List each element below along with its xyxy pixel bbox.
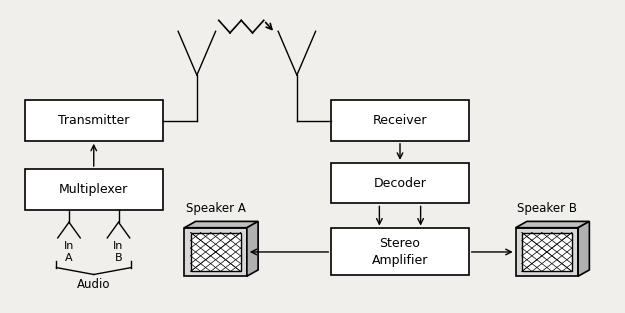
Bar — [184, 228, 247, 276]
Bar — [522, 233, 572, 271]
Bar — [331, 100, 469, 141]
Bar — [25, 169, 162, 210]
Text: Decoder: Decoder — [374, 177, 426, 190]
Polygon shape — [516, 221, 589, 228]
Polygon shape — [184, 221, 258, 228]
Text: Speaker A: Speaker A — [186, 202, 246, 215]
Bar — [331, 163, 469, 203]
Text: Audio: Audio — [77, 278, 111, 291]
Text: In
A: In A — [64, 241, 74, 263]
Text: Multiplexer: Multiplexer — [59, 183, 128, 196]
Text: Receiver: Receiver — [372, 114, 428, 127]
Text: Transmitter: Transmitter — [58, 114, 129, 127]
Bar — [191, 233, 241, 271]
Bar — [331, 228, 469, 275]
Text: Speaker B: Speaker B — [517, 202, 577, 215]
Bar — [516, 228, 578, 276]
Polygon shape — [578, 221, 589, 276]
Bar — [25, 100, 162, 141]
Polygon shape — [247, 221, 258, 276]
Text: Stereo
Amplifier: Stereo Amplifier — [372, 237, 428, 267]
Text: In
B: In B — [113, 241, 124, 263]
